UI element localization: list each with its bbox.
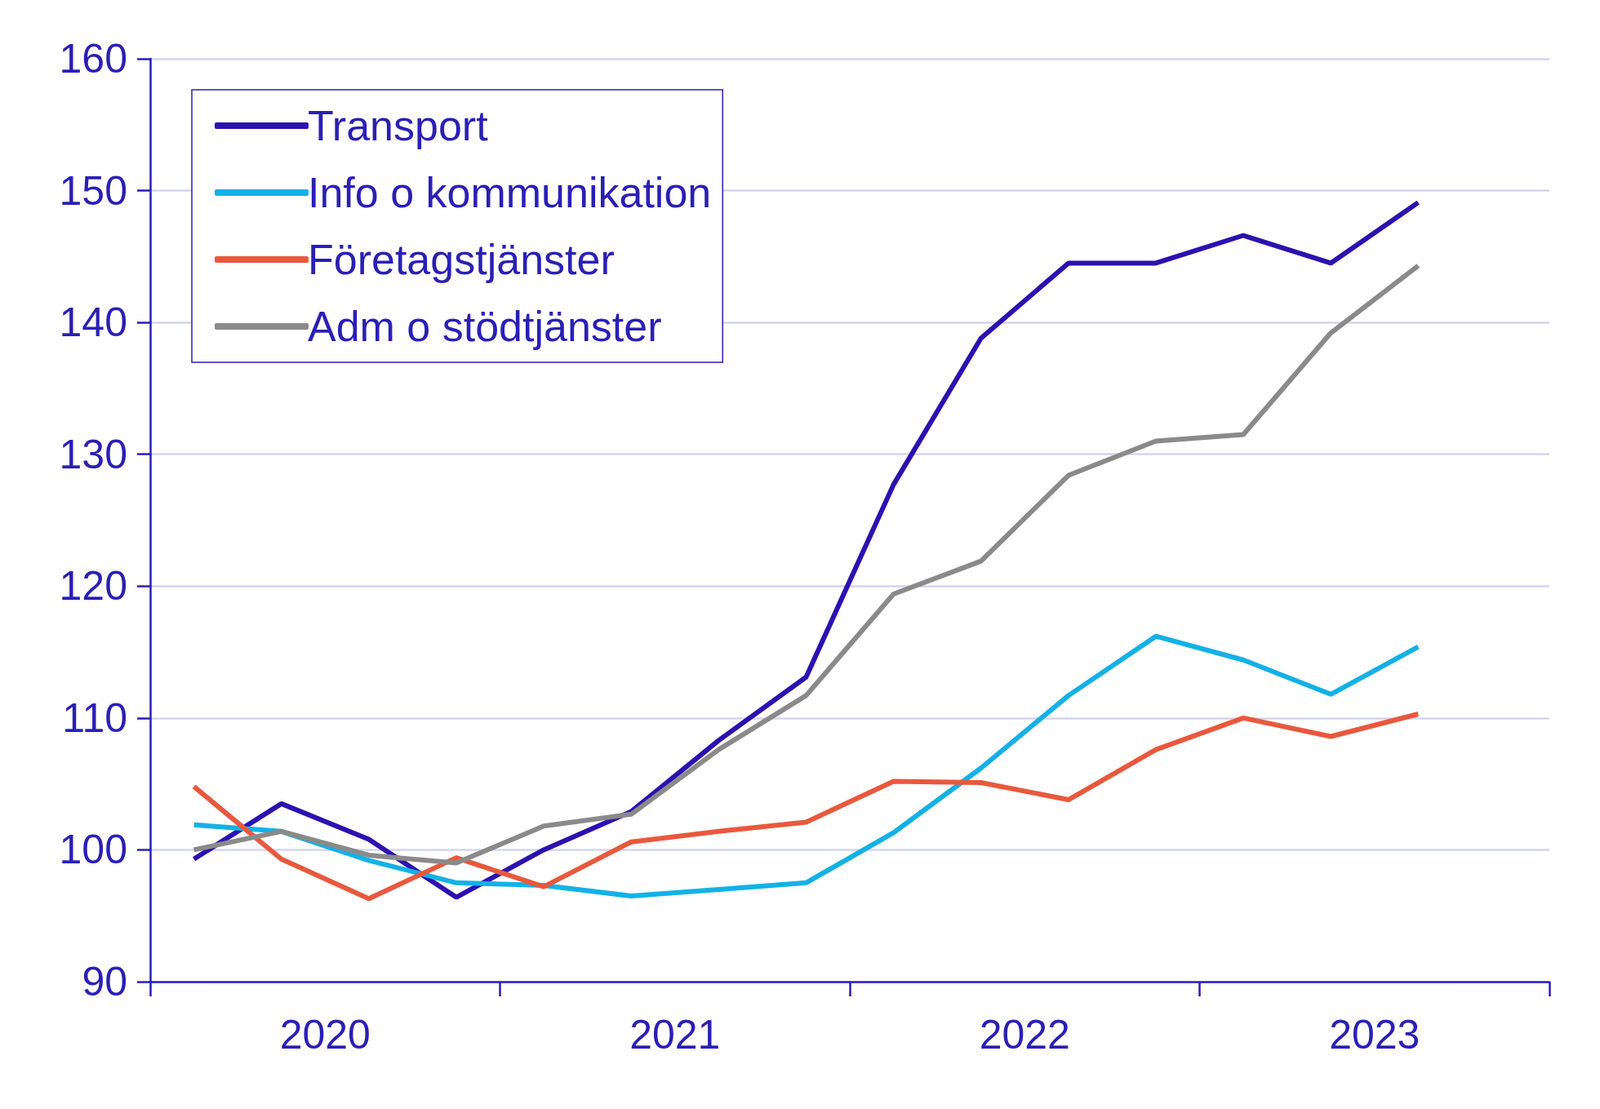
svg-text:Transport: Transport	[307, 102, 489, 150]
svg-text:2023: 2023	[1328, 1012, 1420, 1058]
svg-text:160: 160	[59, 35, 128, 82]
svg-text:Företagstjänster: Företagstjänster	[307, 235, 615, 284]
svg-text:110: 110	[62, 695, 128, 742]
svg-text:150: 150	[59, 168, 128, 214]
svg-text:Info o kommunikation: Info o kommunikation	[307, 168, 712, 217]
svg-text:2022: 2022	[979, 1012, 1071, 1058]
svg-text:2020: 2020	[280, 1012, 371, 1058]
svg-text:2021: 2021	[629, 1012, 720, 1058]
svg-text:130: 130	[59, 431, 128, 478]
svg-text:Adm o stödtjänster: Adm o stödtjänster	[307, 302, 663, 351]
svg-text:120: 120	[59, 563, 128, 609]
svg-text:100: 100	[59, 826, 128, 873]
svg-text:90: 90	[81, 959, 128, 1005]
svg-text:140: 140	[59, 299, 128, 346]
